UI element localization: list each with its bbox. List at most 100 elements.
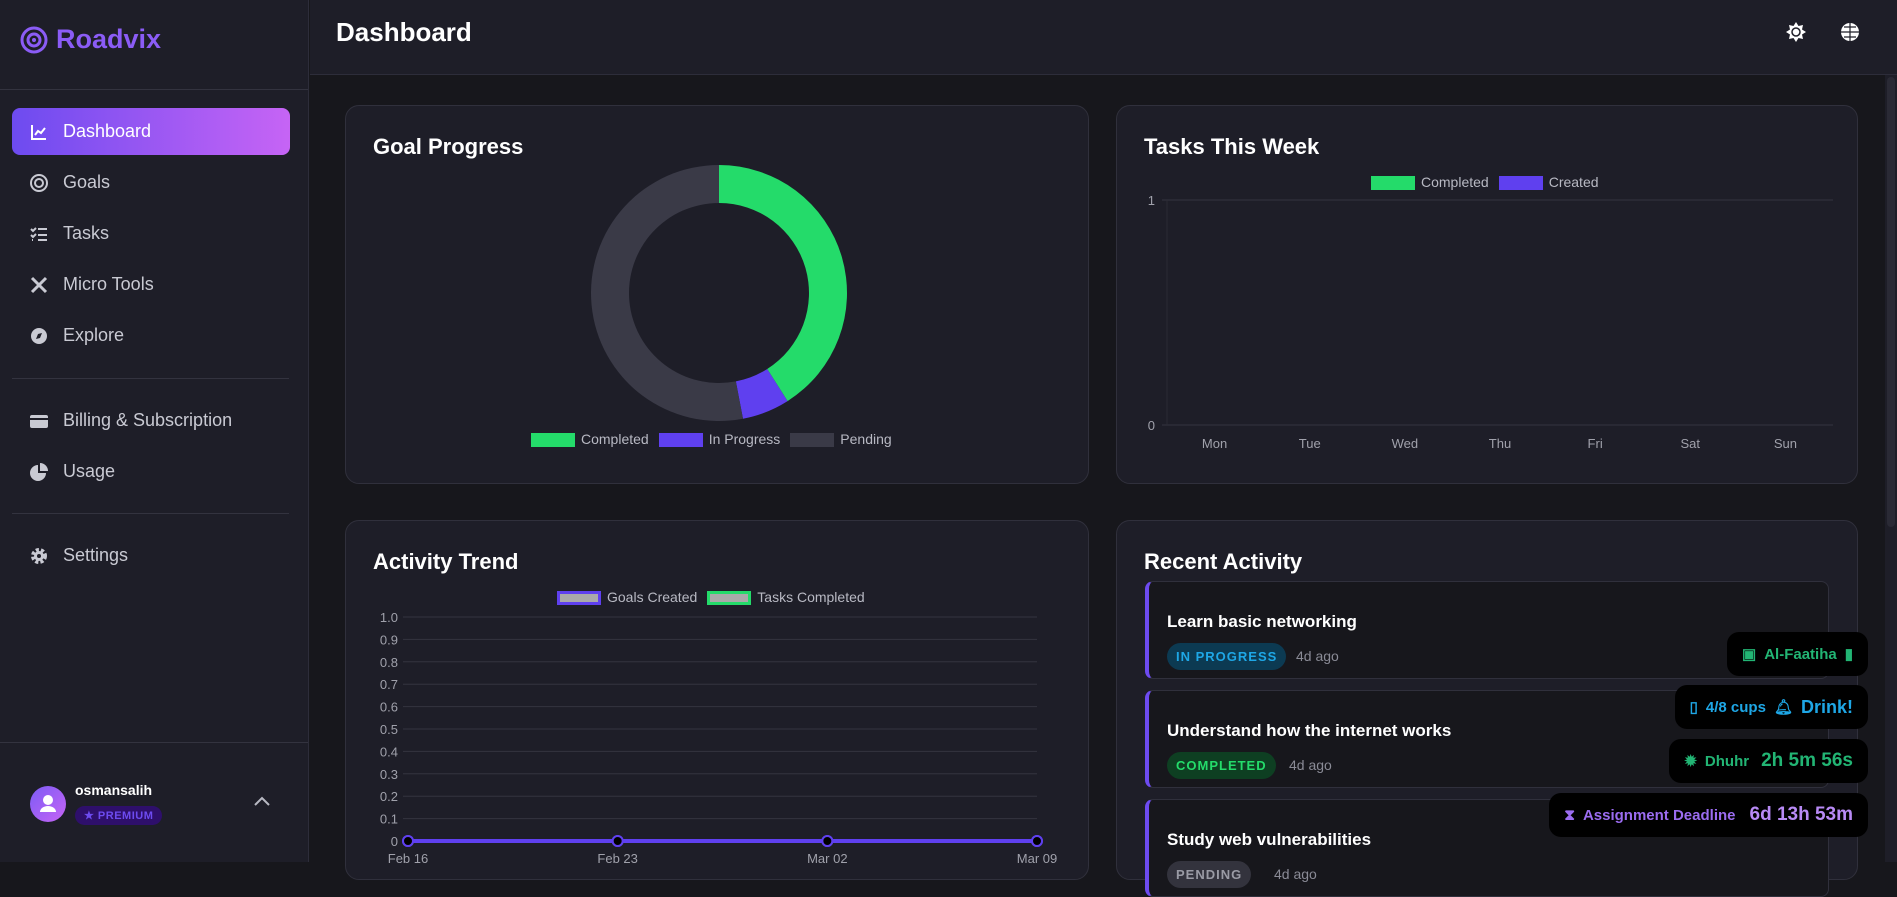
y-tick-label: 0.2: [380, 789, 398, 804]
globe-icon[interactable]: [1840, 22, 1860, 42]
drink-button[interactable]: Drink!: [1800, 696, 1853, 717]
sidebar-item-label: Explore: [63, 325, 125, 345]
card-title: Tasks This Week: [1144, 134, 1320, 159]
legend-completed[interactable]: Completed: [1371, 174, 1489, 191]
avatar[interactable]: [30, 786, 66, 822]
logo[interactable]: Roadvix: [20, 24, 161, 55]
activity-title: Study web vulnerabilities: [1167, 830, 1372, 849]
legend-tasks-completed[interactable]: Tasks Completed: [707, 589, 865, 606]
data-point: [1031, 835, 1043, 847]
scrollbar[interactable]: [1885, 75, 1897, 862]
activity-line-chart: 1.0 0.9 0.8 0.7 0.6 0.5 0.4 0.3 0.2 0.1 0 Feb 16 Feb…: [380, 610, 1057, 866]
page-title: Dashboard: [336, 17, 472, 47]
x-tick-label: Feb 23: [597, 851, 637, 866]
bar-legend: Completed Created: [1371, 174, 1599, 191]
sidebar-item-label: Billing & Subscription: [63, 410, 233, 430]
sidebar-item-dashboard[interactable]: Dashboard: [12, 108, 290, 155]
sidebar-item-micro-tools[interactable]: Micro Tools: [12, 261, 290, 308]
user-icon: [40, 795, 56, 812]
compass-icon: [31, 327, 47, 344]
x-tick-label: Wed: [1392, 436, 1419, 451]
sidebar-item-billing[interactable]: Billing & Subscription: [12, 397, 290, 444]
activity-trend-card: Activity Trend Goals Created Tasks Compl…: [345, 520, 1089, 880]
theme-sun-icon[interactable]: [1786, 22, 1806, 42]
x-tick-label: Tue: [1299, 436, 1321, 451]
chevron-up-icon[interactable]: [253, 795, 271, 807]
surah-name: Al-Faatiha: [1764, 645, 1837, 663]
cups-count: 4/8 cups: [1705, 698, 1766, 716]
activity-item[interactable]: Learn basic networking IN PROGRESS 4d ag…: [1145, 581, 1829, 679]
y-tick-label: 0: [391, 834, 398, 849]
target-logo-icon: [20, 26, 48, 53]
card-title: Recent Activity: [1144, 549, 1303, 574]
quran-widget[interactable]: ▣ Al-Faatiha ▮: [1727, 632, 1868, 676]
target-icon: [30, 173, 48, 192]
data-point: [402, 835, 414, 847]
divider: [0, 742, 308, 743]
card-title: Goal Progress: [373, 134, 524, 159]
sun-icon: ✹: [1684, 753, 1697, 770]
task-list-icon: [30, 226, 47, 241]
tools-icon: [30, 276, 48, 293]
star-icon: ★: [84, 810, 98, 822]
legend-goals-created[interactable]: Goals Created: [557, 589, 697, 606]
x-tick-label: Sun: [1774, 436, 1797, 451]
y-tick-label: 0.9: [380, 632, 398, 647]
y-tick-label: 0: [1148, 418, 1155, 433]
activity-time: 4d ago: [1296, 648, 1339, 664]
donut-slice-pending: [591, 165, 743, 421]
credit-card-icon: [30, 414, 48, 428]
sidebar-item-label: Usage: [63, 461, 116, 481]
sidebar-item-explore[interactable]: Explore: [12, 312, 290, 359]
sidebar-item-goals[interactable]: Goals: [12, 159, 290, 206]
prayer-widget[interactable]: ✹ Dhuhr 2h 5m 56s: [1669, 739, 1868, 783]
deadline-widget[interactable]: ⧗ Assignment Deadline 6d 13h 53m: [1549, 793, 1868, 837]
water-widget[interactable]: ▯ 4/8 cups 🔔︎ Drink!: [1674, 685, 1868, 729]
plan-label: PREMIUM: [97, 810, 154, 822]
activity-title: Learn basic networking: [1167, 612, 1357, 631]
x-tick-label: Mon: [1202, 436, 1227, 451]
card-title: Activity Trend: [373, 549, 519, 574]
donut-slice-in-progress: [735, 368, 788, 419]
donut-slice-completed: [719, 165, 847, 402]
prayer-countdown: 2h 5m 56s: [1761, 750, 1853, 771]
x-tick-label: Thu: [1489, 436, 1511, 451]
legend-completed[interactable]: Completed: [531, 431, 649, 448]
y-tick-label: 0.4: [380, 744, 398, 759]
bookmark-icon[interactable]: ▮: [1844, 646, 1853, 663]
y-tick-label: 0.7: [380, 677, 398, 692]
deadline-countdown: 6d 13h 53m: [1749, 804, 1854, 825]
deadline-label: Assignment Deadline: [1582, 806, 1736, 824]
app-name: Roadvix: [56, 24, 162, 54]
sidebar-item-tasks[interactable]: Tasks: [12, 210, 290, 257]
tasks-bar-chart: 1 0 Mon Tue Wed Thu Fri Sat Sun: [1148, 193, 1833, 451]
sidebar-item-label: Settings: [63, 545, 129, 565]
legend-created[interactable]: Created: [1498, 174, 1599, 191]
chart-line-icon: [31, 124, 46, 140]
divider: [0, 89, 308, 90]
quran-book-icon: ▣: [1742, 646, 1757, 663]
status-badge: IN PROGRESS: [1167, 643, 1287, 670]
username: osmansalih: [75, 782, 153, 798]
divider: [12, 378, 289, 379]
legend-in-progress[interactable]: In Progress: [658, 431, 780, 448]
x-tick-label: Sat: [1681, 436, 1701, 451]
sidebar-item-label: Tasks: [63, 223, 110, 243]
status-badge: COMPLETED: [1167, 752, 1276, 779]
legend-pending[interactable]: Pending: [790, 431, 892, 448]
water-glass-icon: ▯: [1689, 699, 1698, 716]
hourglass-icon: ⧗: [1564, 806, 1575, 824]
y-tick-label: 0.5: [380, 722, 398, 737]
prayer-name: Dhuhr: [1704, 752, 1750, 770]
data-point: [821, 835, 834, 847]
line-legend: Goals Created Tasks Completed: [557, 589, 865, 606]
header: Dashboard: [310, 0, 1897, 75]
y-tick-label: 0.1: [380, 812, 398, 827]
activity-title: Understand how the internet works: [1167, 721, 1452, 740]
goal-progress-donut: [591, 165, 847, 421]
sidebar-item-settings[interactable]: Settings: [12, 532, 290, 579]
y-tick-label: 1.0: [380, 610, 398, 625]
x-tick-label: Feb 16: [388, 851, 428, 866]
bell-icon: 🔔︎: [1773, 699, 1793, 716]
sidebar-item-usage[interactable]: Usage: [12, 448, 290, 495]
